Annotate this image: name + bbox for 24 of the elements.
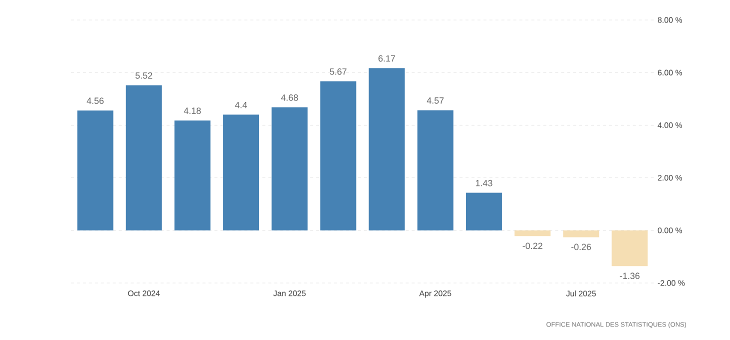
data-label: 4.68 <box>281 94 298 101</box>
bar <box>223 114 260 230</box>
data-label: 4.18 <box>184 108 201 114</box>
data-label: 5.52 <box>136 72 152 79</box>
bar <box>77 110 114 230</box>
bar <box>272 107 308 230</box>
bar <box>563 230 600 238</box>
bar <box>612 230 648 266</box>
data-label: 5.67 <box>330 68 346 75</box>
data-label: -0.22 <box>522 242 542 250</box>
bar <box>320 81 356 230</box>
bar <box>126 85 162 230</box>
data-label: 4.4 <box>235 102 248 108</box>
data-label: 4.56 <box>86 98 104 104</box>
data-label: 1.43 <box>476 180 492 186</box>
data-label: -0.26 <box>571 244 591 250</box>
bar <box>174 120 210 230</box>
bar <box>466 192 502 230</box>
data-label: 4.57 <box>426 97 444 104</box>
data-label: -1.36 <box>620 272 640 280</box>
bar <box>368 68 405 230</box>
bar <box>514 230 551 236</box>
data-label: 6.17 <box>378 55 396 62</box>
bar <box>417 110 454 230</box>
